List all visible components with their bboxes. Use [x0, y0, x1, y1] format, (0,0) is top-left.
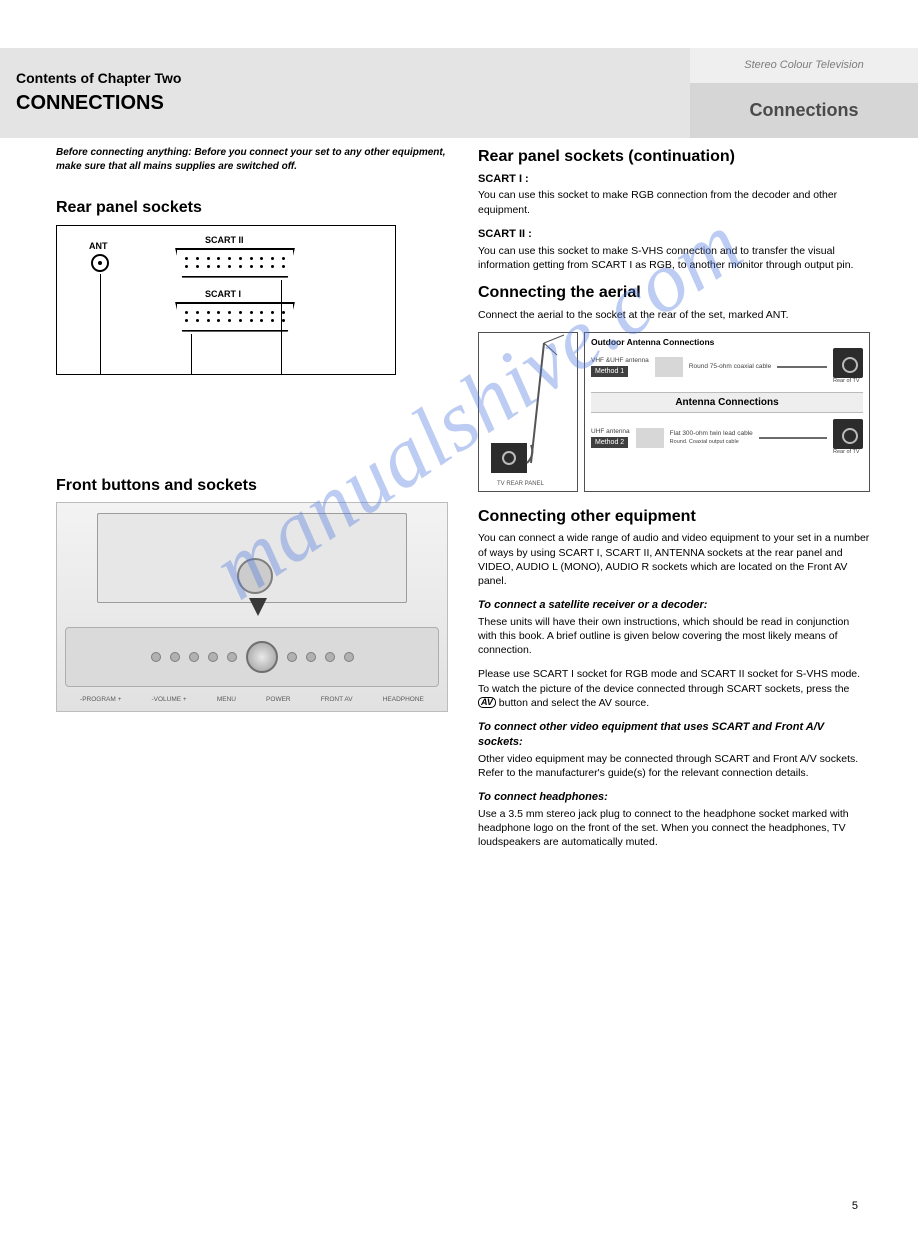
- header-line1: Contents of Chapter Two: [16, 69, 674, 88]
- antenna-sketch-icon: TV REAR PANEL: [479, 333, 579, 493]
- header-left: Contents of Chapter Two CONNECTIONS: [0, 48, 690, 138]
- fp-label: HEADPHONE: [383, 696, 424, 705]
- scart1-body: You can use this socket to make RGB conn…: [478, 188, 870, 216]
- rear-panel-diagram: ANT SCART II SCART I: [56, 225, 396, 375]
- antenna-banner: Antenna Connections: [591, 392, 863, 414]
- ant-row1-cable: Round 75-ohm coaxial cable: [689, 363, 771, 372]
- fp-btn-icon: [325, 652, 335, 662]
- ant-row1-method: Method 1: [591, 366, 628, 377]
- antenna-icon: [655, 357, 683, 377]
- satdec-body1: These units will have their own instruct…: [478, 615, 870, 658]
- scart2-body: You can use this socket to make S-VHS co…: [478, 244, 870, 272]
- fp-power-icon: [246, 641, 278, 673]
- content: Before connecting anything: Before you c…: [0, 138, 918, 152]
- scart1-label: SCART I: [205, 288, 241, 300]
- aerial-heading: Connecting the aerial: [478, 282, 870, 304]
- antenna-diagram: TV REAR PANEL Outdoor Antenna Connection…: [478, 332, 870, 492]
- fp-btn-icon: [287, 652, 297, 662]
- satdec-body2-pre: Please use SCART I socket for RGB mode a…: [478, 668, 860, 694]
- scart2-label: SCART II: [205, 234, 244, 246]
- other-eq-heading: Connecting other equipment: [478, 506, 870, 528]
- hp-body: Use a 3.5 mm stereo jack plug to connect…: [478, 807, 870, 850]
- fp-label: MENU: [217, 696, 236, 705]
- ant-row1-rear: Rear of TV: [833, 378, 863, 385]
- cable-icon: [777, 366, 827, 368]
- scart2-socket-icon: [175, 248, 295, 278]
- cable-icon: [759, 437, 827, 439]
- header-section: Connections: [690, 83, 918, 138]
- scart2-title: SCART II :: [478, 227, 870, 242]
- ant-row2-method: Method 2: [591, 437, 628, 448]
- fp-btn-icon: [170, 652, 180, 662]
- outdoor-title: Outdoor Antenna Connections: [591, 337, 863, 348]
- ant-row2-note: Round. Coaxial output cable: [670, 439, 753, 446]
- aerial-body: Connect the aerial to the socket at the …: [478, 308, 870, 322]
- scart1-title: SCART I :: [478, 172, 870, 187]
- fp-label: POWER: [266, 696, 291, 705]
- header-breadcrumb: Stereo Colour Television: [690, 48, 918, 83]
- antenna-diagram-right: Outdoor Antenna Connections VHF &UHF ant…: [584, 332, 870, 492]
- pointer-a-line: [100, 274, 101, 374]
- antenna-diagram-left: TV REAR PANEL: [478, 332, 578, 492]
- header-right: Stereo Colour Television Connections: [690, 48, 918, 138]
- ant-row2-rear: Rear of TV: [833, 449, 863, 456]
- ant-row2-label: UHF antenna: [591, 428, 630, 437]
- av-button-icon: AV: [478, 697, 496, 708]
- svg-text:TV REAR PANEL: TV REAR PANEL: [497, 481, 545, 487]
- header-line2: CONNECTIONS: [16, 90, 674, 117]
- intro-note: Before connecting anything: Before you c…: [56, 146, 448, 173]
- fp-label: -PROGRAM +: [80, 696, 121, 705]
- satdec-title: To connect a satellite receiver or a dec…: [478, 598, 870, 613]
- fp-knob-icon: [237, 558, 273, 594]
- fp-btn-icon: [306, 652, 316, 662]
- fp-btn-icon: [189, 652, 199, 662]
- satdec-body2-post: button and select the AV source.: [499, 697, 649, 709]
- fp-arrow-icon: [249, 598, 267, 616]
- ant-row2-cable: Flat 300-ohm twin lead cable: [670, 430, 753, 439]
- fp-label: -VOLUME +: [152, 696, 187, 705]
- pointer-b-line: [191, 334, 192, 374]
- satdec-body2: Please use SCART I socket for RGB mode a…: [478, 667, 870, 710]
- page-number: 5: [852, 1199, 858, 1214]
- fp-labels-row: -PROGRAM + -VOLUME + MENU POWER FRONT AV…: [65, 696, 439, 705]
- pointer-c-line: [281, 280, 282, 374]
- ant-jack-icon: [91, 254, 109, 272]
- ant-row1-label: VHF &UHF antenna: [591, 357, 649, 366]
- rear-cont-heading: Rear panel sockets (continuation): [478, 146, 870, 168]
- ant-label: ANT: [89, 240, 108, 252]
- other-eq-body: You can connect a wide range of audio an…: [478, 531, 870, 588]
- other-video-title: To connect other video equipment that us…: [478, 720, 870, 750]
- left-column: Before connecting anything: Before you c…: [56, 138, 448, 712]
- front-panel-heading: Front buttons and sockets: [56, 475, 448, 497]
- other-video-body: Other video equipment may be connected t…: [478, 752, 870, 780]
- fp-btn-icon: [151, 652, 161, 662]
- front-panel-diagram: -PROGRAM + -VOLUME + MENU POWER FRONT AV…: [56, 502, 448, 712]
- fp-controls-strip: [65, 627, 439, 687]
- ant-row-2: UHF antenna Method 2 Flat 300-ohm twin l…: [591, 419, 863, 456]
- right-column: Rear panel sockets (continuation) SCART …: [478, 138, 870, 859]
- tv-rear-plug-icon: [833, 348, 863, 378]
- fp-btn-icon: [344, 652, 354, 662]
- fp-btn-icon: [208, 652, 218, 662]
- antenna-icon: [636, 428, 664, 448]
- ant-row-1: VHF &UHF antenna Method 1 Round 75-ohm c…: [591, 348, 863, 385]
- page-header: Contents of Chapter Two CONNECTIONS Ster…: [0, 48, 918, 138]
- fp-btn-icon: [227, 652, 237, 662]
- fp-label: FRONT AV: [321, 696, 353, 705]
- tv-rear-plug-icon: [833, 419, 863, 449]
- rear-panel-heading: Rear panel sockets: [56, 197, 448, 219]
- hp-title: To connect headphones:: [478, 790, 870, 805]
- scart1-socket-icon: [175, 302, 295, 332]
